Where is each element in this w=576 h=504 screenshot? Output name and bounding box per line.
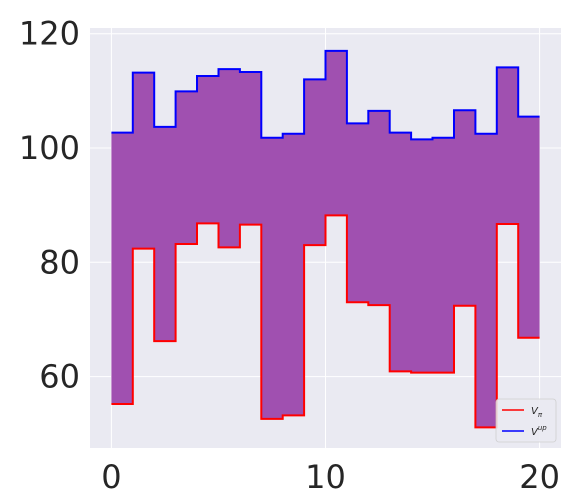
y-tick-label: 60 [39,358,80,396]
x-tick-label: 0 [101,458,121,496]
x-axis-ticks: 0 10 20 [101,458,560,496]
legend-box [495,398,557,443]
series-line-v-up [111,49,540,141]
y-axis-ticks: 60 80 100 120 [19,15,80,396]
y-tick-label: 120 [19,15,80,53]
legend: Vπ Vup [495,398,557,443]
legend-label-v-up: Vup [531,424,547,438]
legend-label-v-pi: Vπ [531,406,543,419]
x-tick-label: 20 [519,458,560,496]
y-tick-label: 80 [39,243,80,281]
series-line-v-pi [111,214,540,429]
y-tick-label: 100 [19,129,80,167]
x-tick-label: 10 [305,458,346,496]
